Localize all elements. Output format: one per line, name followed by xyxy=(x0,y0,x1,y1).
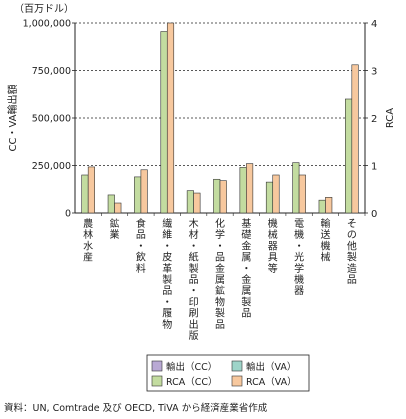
left-tick-label: 250,000 xyxy=(32,161,71,172)
bar xyxy=(81,174,89,214)
bar xyxy=(292,162,300,214)
right-tick-label: 2 xyxy=(371,114,377,125)
category-label: 基礎金属・金属製品 xyxy=(241,217,251,320)
bar xyxy=(114,202,122,214)
category-label: 電機・光学機器 xyxy=(294,218,304,297)
bar xyxy=(166,22,175,214)
legend-label: RCA（VA） xyxy=(246,376,297,388)
bar xyxy=(272,174,280,214)
bar xyxy=(107,194,115,214)
category-label: 化学・品金属鉱物製品 xyxy=(215,217,225,331)
right-tick-label: 3 xyxy=(371,67,377,78)
bar xyxy=(160,31,168,214)
category-label: 農林水産 xyxy=(83,217,93,264)
bar xyxy=(265,181,274,214)
right-tick-label: 4 xyxy=(371,19,377,30)
bar xyxy=(298,174,306,214)
legend-swatch xyxy=(151,360,163,372)
bar xyxy=(134,176,142,214)
category-label: 輸送機械 xyxy=(320,217,330,264)
left-tick-label: 0 xyxy=(65,209,71,220)
legend-label: RCA（CC） xyxy=(166,376,218,388)
right-axis-title: RCA xyxy=(385,108,396,128)
bar xyxy=(186,190,194,214)
left-axis-title: CC・VA輸出額 xyxy=(6,84,19,151)
category-label: 繊維・皮革製品・履物 xyxy=(162,217,172,331)
bar xyxy=(140,169,148,214)
legend-swatch xyxy=(231,375,243,387)
category-label: 鉱業 xyxy=(110,217,120,241)
bar xyxy=(246,163,254,214)
right-tick-label: 0 xyxy=(371,209,377,220)
bar xyxy=(239,167,247,214)
bar xyxy=(193,192,201,214)
bar xyxy=(213,178,221,214)
legend-swatch xyxy=(231,360,243,372)
legend-label: 輸出（VA） xyxy=(246,361,296,373)
legend-box xyxy=(146,354,310,392)
source-note: 資料：UN, Comtrade 及び OECD, TiVA から経済産業省作成 xyxy=(4,403,268,414)
unit-label: （百万ドル） xyxy=(14,3,74,15)
bar xyxy=(325,197,333,214)
category-label: 食品・飲料 xyxy=(136,217,146,275)
bar xyxy=(345,98,353,214)
bar xyxy=(87,166,95,214)
left-tick-label: 500,000 xyxy=(32,114,71,125)
category-label: その他製造品 xyxy=(347,218,357,286)
category-label: 木材・紙製品・印刷出版 xyxy=(189,218,199,342)
right-tick-label: 1 xyxy=(371,162,377,173)
category-label: 機械器具等 xyxy=(268,217,278,275)
bar xyxy=(318,199,326,214)
bar xyxy=(219,180,227,214)
left-tick-label: 750,000 xyxy=(32,66,71,77)
left-tick-label: 1,000,000 xyxy=(23,19,71,30)
bar xyxy=(351,64,359,214)
legend-swatch xyxy=(151,375,163,387)
legend-label: 輸出（CC） xyxy=(166,361,217,373)
